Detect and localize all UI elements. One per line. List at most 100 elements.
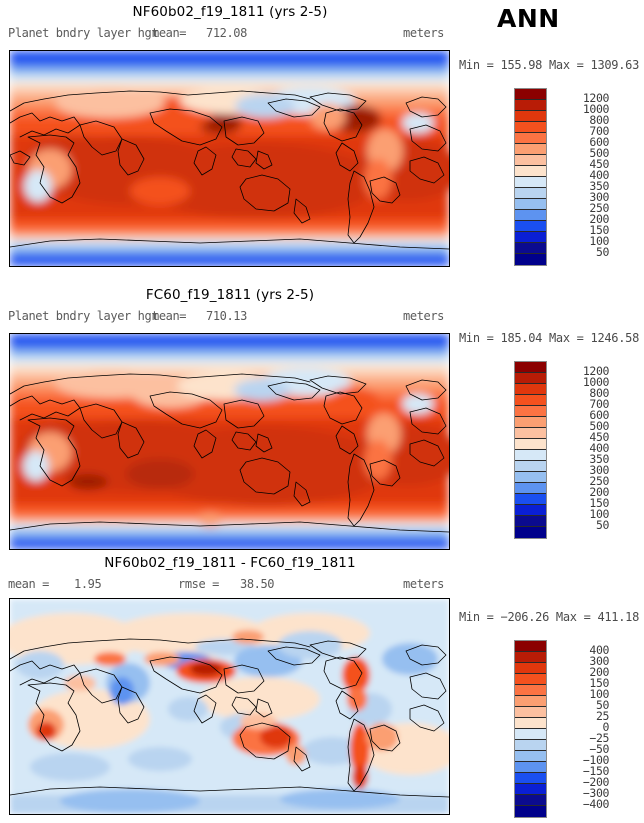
stat-value: 710.13 — [206, 309, 247, 323]
colorbar-tick-label: 250 — [589, 474, 609, 488]
colorbar-tick-label: 150 — [589, 676, 609, 690]
colorbar-segment — [515, 461, 546, 472]
colorbar-tick-label: 100 — [589, 234, 609, 248]
colorbar-tick-label: 100 — [589, 507, 609, 521]
colorbar-tick-label: 0 — [602, 720, 609, 734]
colorbar-tick-label: −300 — [582, 786, 610, 800]
colorbar-segment — [515, 243, 546, 254]
coastlines — [10, 638, 449, 798]
colorbar-minmax: Min = 155.98 Max = 1309.63 — [458, 58, 640, 72]
map-field-top — [10, 51, 449, 266]
colorbar-tick-label: 800 — [589, 386, 609, 400]
variable-label: Planet bndry layer hgt — [8, 26, 159, 40]
coastlines — [10, 373, 449, 533]
colorbar-segment — [515, 652, 546, 663]
colorbar-tick-label: 1000 — [582, 375, 610, 389]
colorbar-segment — [515, 795, 546, 806]
stat-value: 712.08 — [206, 26, 247, 40]
colorbar-tick-label: −100 — [582, 753, 610, 767]
panel-title: NF60b02_f19_1811 (yrs 2-5) — [132, 4, 328, 20]
colorbar-minmax: Min = −206.26 Max = 411.18 — [458, 610, 640, 624]
colorbar-segment — [515, 718, 546, 729]
map-difference — [9, 598, 450, 815]
colorbar-tick-label: 700 — [589, 124, 609, 138]
colorbar-segment — [515, 199, 546, 210]
stat2-label: rmse = — [178, 577, 219, 591]
colorbar-minmax: Min = 185.04 Max = 1246.58 — [458, 331, 640, 345]
colorbar-tick-label: 800 — [589, 113, 609, 127]
colorbar-segment — [515, 483, 546, 494]
colorbar-tick-label: 50 — [595, 518, 609, 532]
colorbar-segment — [515, 439, 546, 450]
colorbar-segment — [515, 527, 546, 538]
colorbar-segment — [515, 166, 546, 177]
colorbar-tick-label: −50 — [589, 742, 609, 756]
colorbar-segment — [515, 641, 546, 652]
units-label: meters — [403, 309, 444, 323]
colorbar-tick-label: 400 — [589, 168, 609, 182]
colorbar-segment — [515, 155, 546, 166]
colorbar-segment — [515, 428, 546, 439]
colorbar-tick-label: 600 — [589, 135, 609, 149]
colorbar-segment — [515, 707, 546, 718]
colorbar-segment — [515, 144, 546, 155]
colorbar-segment — [515, 729, 546, 740]
colorbar-segment — [515, 89, 546, 100]
colorbar-segment — [515, 177, 546, 188]
colorbar-segment — [515, 696, 546, 707]
colorbar-segment — [515, 806, 546, 817]
stat-value: 1.95 — [74, 577, 102, 591]
colorbar-tick-label: 300 — [589, 463, 609, 477]
colorbar-segment — [515, 740, 546, 751]
colorbar-segment — [515, 663, 546, 674]
colorbar-segment — [515, 100, 546, 111]
colorbar-segment — [515, 111, 546, 122]
panel-title: NF60b02_f19_1811 - FC60_f19_1811 — [104, 555, 356, 571]
colorbar-segment — [515, 762, 546, 773]
colorbar-tick-label: 350 — [589, 179, 609, 193]
colorbar-tick-label: 500 — [589, 146, 609, 160]
colorbar-segment — [515, 254, 546, 265]
colorbar-segment — [515, 784, 546, 795]
colorbar-tick-label: 1200 — [582, 364, 610, 378]
colorbar-tick-label: 250 — [589, 201, 609, 215]
colorbar-segment — [515, 373, 546, 384]
map-middle-model — [9, 333, 450, 550]
colorbar-segment — [515, 516, 546, 527]
colorbar-tick-label: 25 — [595, 709, 609, 723]
colorbar-segment — [515, 505, 546, 516]
colorbar-segment — [515, 395, 546, 406]
colorbar-tick-label: 200 — [589, 485, 609, 499]
map-field-middle — [10, 334, 449, 549]
colorbar-segment — [515, 406, 546, 417]
colorbar-tick-label: 450 — [589, 157, 609, 171]
colorbar-tick-label: 100 — [589, 687, 609, 701]
colorbar-segment — [515, 122, 546, 133]
colorbar-segment — [515, 751, 546, 762]
colorbar-segment — [515, 472, 546, 483]
colorbar-tick-label: −150 — [582, 764, 610, 778]
colorbar-segment — [515, 133, 546, 144]
colorbar-gradient — [514, 640, 547, 818]
colorbar-tick-label: 300 — [589, 654, 609, 668]
colorbar-tick-label: 400 — [589, 643, 609, 657]
stat-label: mean= — [152, 26, 187, 40]
colorbar-segment — [515, 384, 546, 395]
colorbar-tick-label: −25 — [589, 731, 609, 745]
colorbar-tick-label: 150 — [589, 496, 609, 510]
colorbar-segment — [515, 450, 546, 461]
season-label: ANN — [497, 4, 560, 33]
colorbar-tick-label: 1200 — [582, 91, 610, 105]
colorbar-segment — [515, 232, 546, 243]
colorbar-segment — [515, 773, 546, 784]
colorbar-segment — [515, 674, 546, 685]
colorbar-tick-label: 500 — [589, 419, 609, 433]
colorbar-tick-label: 300 — [589, 190, 609, 204]
colorbar-tick-label: 200 — [589, 212, 609, 226]
colorbar-tick-label: 50 — [595, 698, 609, 712]
panel-title: FC60_f19_1811 (yrs 2-5) — [145, 287, 315, 303]
colorbar-tick-label: 400 — [589, 441, 609, 455]
colorbar-tick-label: −400 — [582, 797, 610, 811]
colorbar-gradient — [514, 88, 547, 266]
units-label: meters — [403, 577, 444, 591]
